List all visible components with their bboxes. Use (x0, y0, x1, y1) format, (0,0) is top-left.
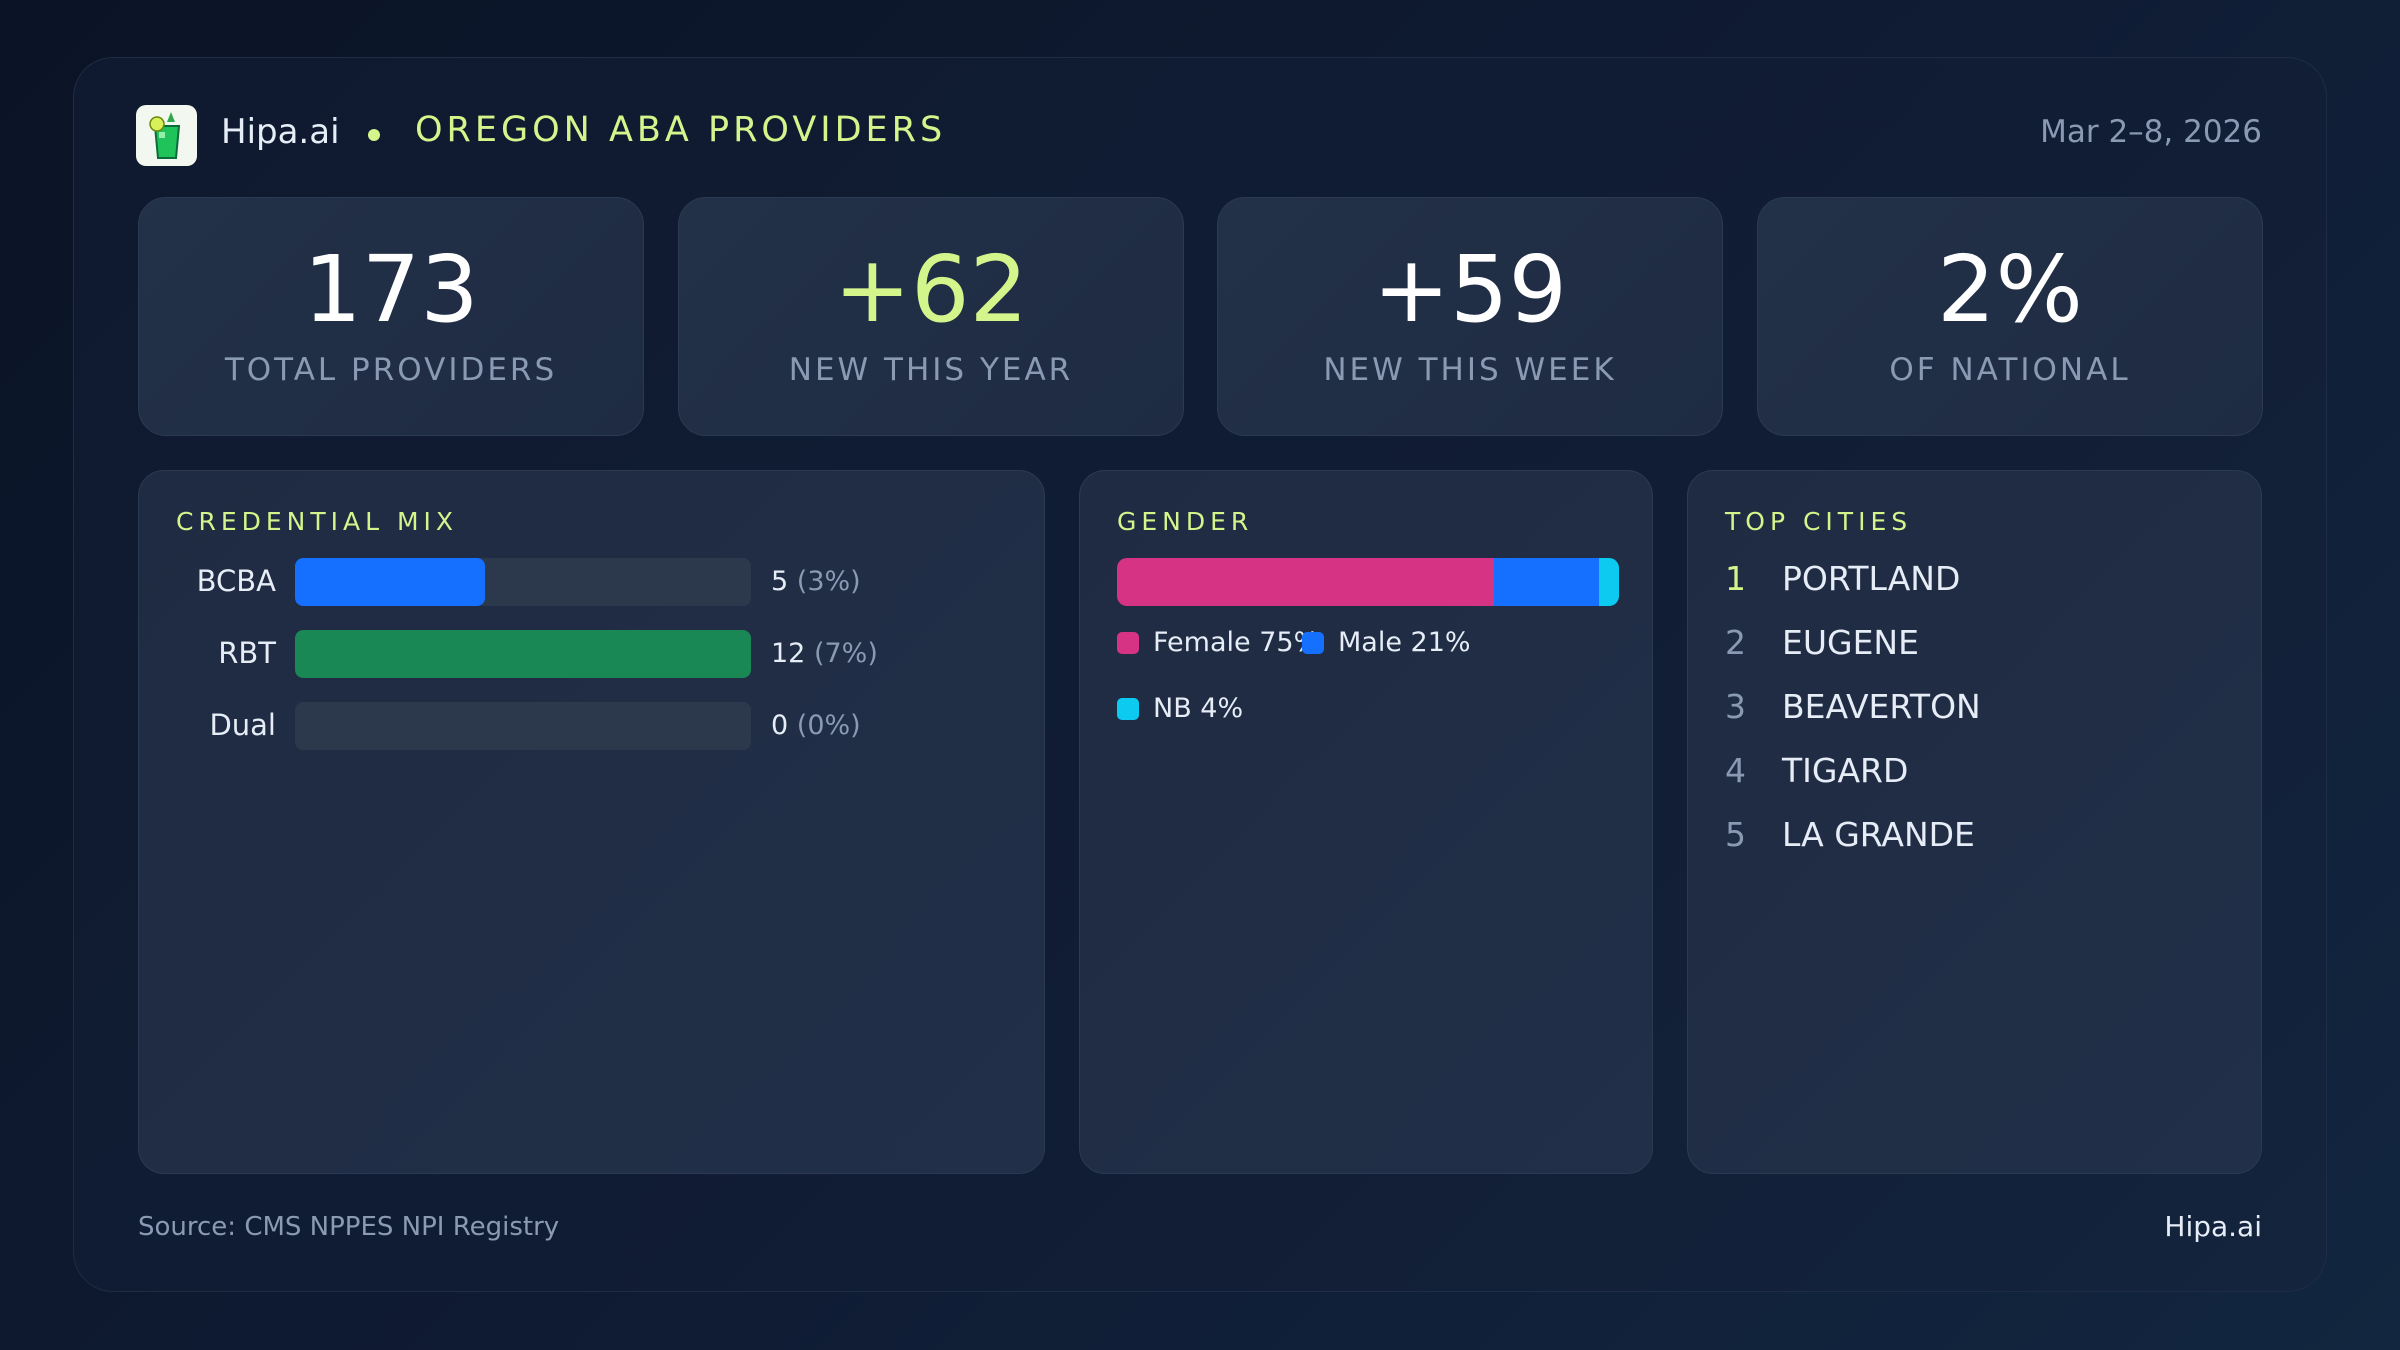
credential-label: BCBA (196, 564, 276, 598)
credential-label: RBT (218, 636, 276, 670)
stat-label: NEW THIS YEAR (788, 352, 1074, 388)
credential-bar-track (295, 630, 751, 678)
stat-value: 2% (1937, 236, 2083, 343)
city-rank: 5 (1725, 815, 1746, 854)
city-rank: 4 (1725, 751, 1746, 790)
panel-title: TOP CITIES (1725, 507, 1913, 536)
gender-legend-item: Male 21% (1302, 627, 1471, 658)
city-list-item: 2 EUGENE (1725, 623, 1919, 662)
city-list-item: 3 BEAVERTON (1725, 687, 1981, 726)
credential-row: RBT 12 (7%) (139, 630, 1044, 678)
credential-pct: (3%) (796, 566, 861, 597)
credential-bar-track (295, 558, 751, 606)
credential-count: 5 (771, 566, 789, 597)
gender-segment (1117, 558, 1494, 606)
legend-swatch (1117, 697, 1139, 720)
credential-count: 0 (771, 710, 789, 741)
drink-glass-icon (148, 111, 180, 159)
city-name: PORTLAND (1782, 559, 1961, 598)
credential-value: 0 (0%) (771, 710, 861, 741)
stat-card-total-providers: 173 TOTAL PROVIDERS (138, 197, 644, 436)
credential-value: 5 (3%) (771, 566, 861, 597)
credential-row: BCBA 5 (3%) (139, 558, 1044, 606)
city-list-item: 4 TIGARD (1725, 751, 1908, 790)
stat-card-of-national: 2% OF NATIONAL (1757, 197, 2263, 436)
page-title: OREGON ABA PROVIDERS (415, 110, 947, 150)
city-list-item: 5 LA GRANDE (1725, 815, 1975, 854)
date-range: Mar 2–8, 2026 (2040, 114, 2262, 150)
city-name: LA GRANDE (1782, 815, 1975, 854)
credential-row: Dual 0 (0%) (139, 702, 1044, 750)
city-name: EUGENE (1782, 623, 1919, 662)
legend-label: Male 21% (1338, 627, 1471, 658)
legend-label: NB 4% (1153, 693, 1244, 724)
gender-stacked-bar (1117, 558, 1619, 606)
credential-pct: (7%) (813, 638, 878, 669)
credential-label: Dual (209, 708, 276, 742)
gender-panel: GENDER Female 75% Male 21% NB 4% (1079, 470, 1653, 1174)
credential-value: 12 (7%) (771, 638, 878, 669)
separator-dot (368, 129, 380, 141)
city-rank: 3 (1725, 687, 1746, 726)
city-name: BEAVERTON (1782, 687, 1981, 726)
gender-segment (1598, 558, 1619, 606)
panel-title: GENDER (1117, 507, 1254, 536)
city-rank: 1 (1725, 559, 1746, 598)
stat-value: +59 (1372, 236, 1568, 343)
panel-title: CREDENTIAL MIX (176, 507, 459, 536)
stat-value: +62 (833, 236, 1029, 343)
stat-label: TOTAL PROVIDERS (224, 352, 558, 388)
credential-bar-fill (295, 630, 751, 678)
credential-bar-fill (295, 558, 485, 606)
legend-swatch (1117, 631, 1139, 654)
top-cities-panel: TOP CITIES 1 PORTLAND 2 EUGENE 3 BEAVERTON 4 TI… (1687, 470, 2262, 1174)
gender-legend-item: NB 4% (1117, 693, 1243, 724)
legend-label: Female 75% (1153, 627, 1320, 658)
stat-label: NEW THIS WEEK (1323, 352, 1617, 388)
footer-brand: Hipa.ai (2164, 1210, 2262, 1243)
stat-label: OF NATIONAL (1889, 352, 2131, 388)
brand-name: Hipa.ai (221, 112, 340, 152)
hipa-logo (136, 105, 197, 166)
credential-mix-panel: CREDENTIAL MIX BCBA 5 (3%) RBT 12 (7%) Dua… (138, 470, 1045, 1174)
stat-value: 173 (303, 236, 479, 343)
source-note: Source: CMS NPPES NPI Registry (138, 1212, 560, 1242)
stat-card-new-this-week: +59 NEW THIS WEEK (1217, 197, 1723, 436)
gender-segment (1493, 558, 1599, 606)
credential-bar-track (295, 702, 751, 750)
city-rank: 2 (1725, 623, 1746, 662)
credential-count: 12 (771, 638, 806, 669)
credential-pct: (0%) (796, 710, 861, 741)
legend-swatch (1302, 631, 1324, 654)
stat-card-new-this-year: +62 NEW THIS YEAR (678, 197, 1184, 436)
gender-legend-item: Female 75% (1117, 627, 1319, 658)
city-list-item: 1 PORTLAND (1725, 559, 1960, 598)
city-name: TIGARD (1782, 751, 1909, 790)
